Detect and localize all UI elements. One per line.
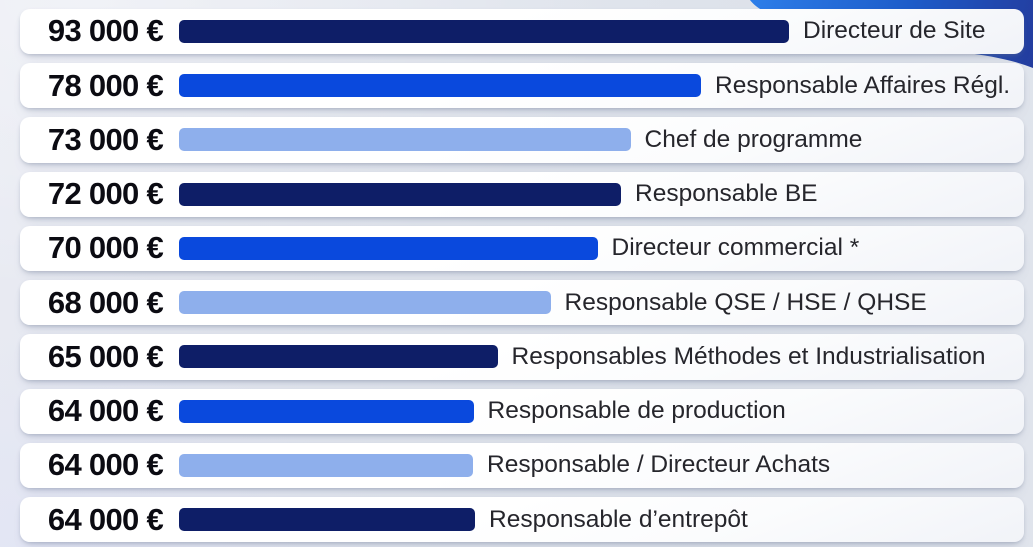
- salary-value: 78 000 €: [47, 67, 164, 103]
- salary-row: 64 000 € Responsable d’entrepôt: [20, 497, 1024, 543]
- salary-row: 64 000 € Responsable de production: [20, 388, 1024, 434]
- salary-value: 64 000 €: [47, 447, 164, 483]
- salary-row: 72 000 € Responsable BE: [20, 171, 1024, 217]
- salary-bar: [178, 453, 473, 477]
- salary-bar: [178, 19, 789, 43]
- salary-bar: [178, 399, 474, 423]
- salary-bar: [178, 508, 475, 532]
- job-title-label: Responsables Méthodes et Industrialisati…: [511, 342, 986, 370]
- salary-value: 73 000 €: [47, 121, 164, 157]
- salary-bar: [178, 182, 621, 206]
- salary-row: 65 000 € Responsables Méthodes et Indust…: [20, 334, 1024, 380]
- salary-value: 93 000 €: [47, 13, 164, 49]
- job-title-label: Responsable / Directeur Achats: [487, 451, 831, 479]
- salary-row: 64 000 € Responsable / Directeur Achats: [20, 442, 1024, 489]
- salary-value: 65 000 €: [47, 338, 164, 374]
- job-title-label: Responsable Affaires Régl.: [715, 71, 1011, 99]
- job-title-label: Directeur commercial *: [611, 234, 860, 262]
- salary-value: 64 000 €: [47, 501, 164, 537]
- salary-row: 78 000 € Responsable Affaires Régl.: [20, 63, 1024, 109]
- salary-row: 68 000 € Responsable QSE / HSE / QHSE: [20, 280, 1024, 326]
- salary-value: 70 000 €: [47, 230, 164, 266]
- salary-bar: [178, 291, 551, 315]
- salary-bar: [178, 74, 701, 98]
- job-title-label: Responsable BE: [635, 180, 818, 208]
- salary-row: 93 000 € Directeur de Site: [20, 8, 1024, 55]
- job-title-label: Directeur de Site: [803, 17, 986, 45]
- salary-bar: [178, 128, 631, 152]
- salary-value: 68 000 €: [47, 284, 164, 320]
- salary-value: 72 000 €: [47, 176, 164, 212]
- salary-row: 73 000 € Chef de programme: [20, 117, 1024, 163]
- job-title-label: Responsable QSE / HSE / QHSE: [564, 288, 927, 316]
- job-title-label: Chef de programme: [644, 125, 863, 153]
- job-title-label: Responsable d’entrepôt: [489, 505, 748, 533]
- salary-value: 64 000 €: [47, 393, 164, 429]
- salary-bar: [178, 345, 498, 369]
- salary-bar: [178, 236, 598, 260]
- job-title-label: Responsable de production: [487, 397, 786, 425]
- salary-row: 70 000 € Directeur commercial *: [20, 225, 1024, 272]
